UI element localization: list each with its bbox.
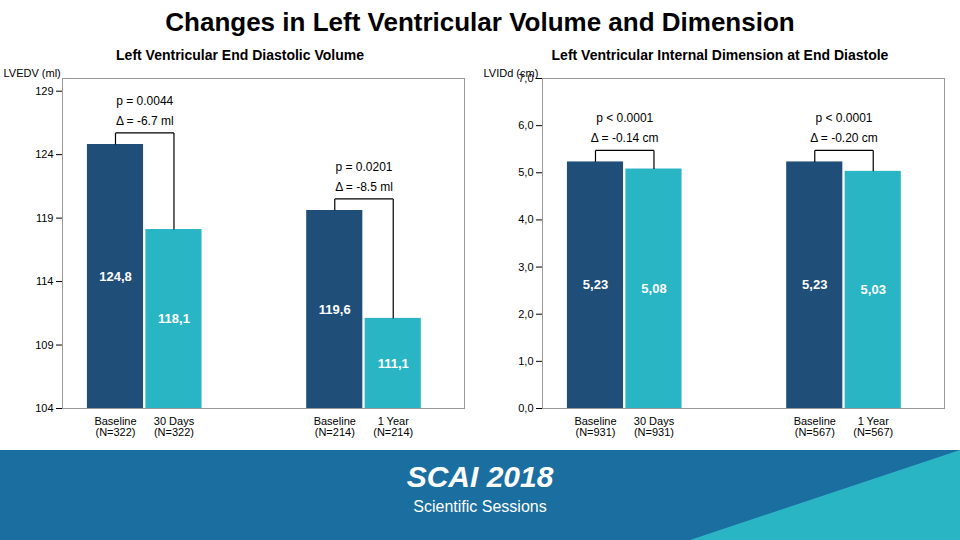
svg-text:124: 124 <box>35 148 53 160</box>
svg-text:119: 119 <box>36 212 54 224</box>
svg-text:2,0: 2,0 <box>518 308 533 320</box>
svg-text:p < 0.0001: p < 0.0001 <box>815 111 872 125</box>
svg-text:0,0: 0,0 <box>518 402 533 414</box>
svg-text:30 Days(N=931): 30 Days(N=931) <box>634 415 675 438</box>
svg-text:4,0: 4,0 <box>518 213 533 225</box>
svg-text:118,1: 118,1 <box>158 311 190 326</box>
svg-text:Baseline(N=214): Baseline(N=214) <box>314 415 356 438</box>
svg-text:Δ = -0.14 cm: Δ = -0.14 cm <box>591 131 659 145</box>
svg-text:6,0: 6,0 <box>518 119 533 131</box>
svg-text:p < 0.0001: p < 0.0001 <box>596 111 653 125</box>
svg-text:119,6: 119,6 <box>319 302 351 317</box>
svg-text:104: 104 <box>35 402 53 414</box>
svg-text:Baseline(N=931): Baseline(N=931) <box>574 415 616 438</box>
svg-text:Baseline(N=567): Baseline(N=567) <box>794 415 836 438</box>
svg-text:Baseline(N=322): Baseline(N=322) <box>94 415 136 438</box>
svg-text:Δ = -8.5 ml: Δ = -8.5 ml <box>335 180 393 194</box>
svg-text:p = 0.0044: p = 0.0044 <box>116 94 173 108</box>
svg-text:1 Year(N=567): 1 Year(N=567) <box>853 415 893 438</box>
svg-text:5,0: 5,0 <box>518 166 533 178</box>
svg-text:129: 129 <box>35 85 53 97</box>
svg-text:LVEDV (ml): LVEDV (ml) <box>4 67 61 79</box>
html-text:SCAI 2018: SCAI 2018 <box>406 460 554 493</box>
svg-text:Δ = -0.20 cm: Δ = -0.20 cm <box>810 131 878 145</box>
svg-text:3,0: 3,0 <box>518 261 533 273</box>
svg-text:114: 114 <box>36 275 54 287</box>
svg-text:5,08: 5,08 <box>641 281 666 296</box>
svg-text:1,0: 1,0 <box>518 355 533 367</box>
svg-text:Δ = -6.7 ml: Δ = -6.7 ml <box>116 114 174 128</box>
html-text:Left Ventricular End Diastolic: Left Ventricular End Diastolic Volume <box>116 47 364 63</box>
svg-text:109: 109 <box>35 339 53 351</box>
svg-text:LVIDd (cm): LVIDd (cm) <box>484 67 539 79</box>
svg-text:124,8: 124,8 <box>99 269 132 284</box>
svg-text:5,03: 5,03 <box>861 282 886 297</box>
svg-text:111,1: 111,1 <box>378 356 409 371</box>
html-text:Scientific Sessions: Scientific Sessions <box>413 498 547 515</box>
svg-text:p = 0.0201: p = 0.0201 <box>335 160 392 174</box>
html-text:Left Ventricular Internal Dime: Left Ventricular Internal Dimension at E… <box>551 47 889 63</box>
html-text:Changes in Left Ventricular Vo: Changes in Left Ventricular Volume and D… <box>165 7 795 37</box>
svg-text:5,23: 5,23 <box>802 277 827 292</box>
svg-text:30 Days(N=322): 30 Days(N=322) <box>154 415 195 438</box>
svg-text:5,23: 5,23 <box>583 277 608 292</box>
svg-text:1 Year(N=214): 1 Year(N=214) <box>373 415 413 438</box>
